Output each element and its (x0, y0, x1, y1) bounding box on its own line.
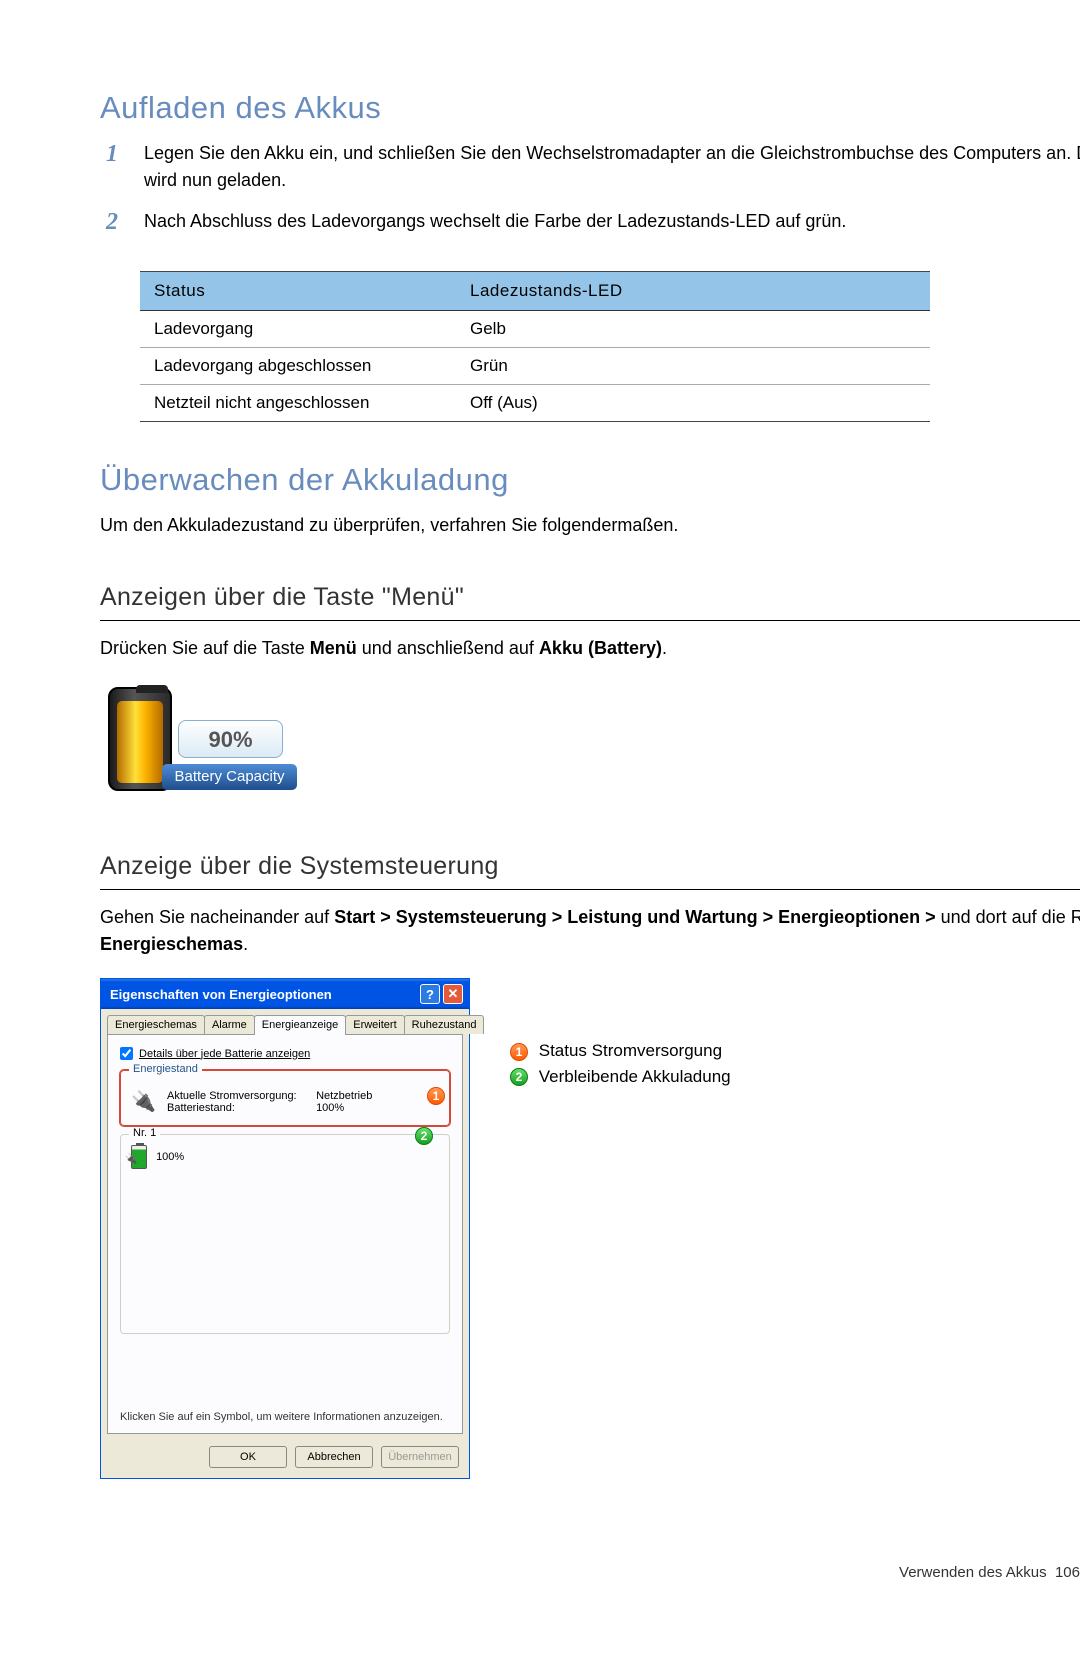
energy-options-dialog: Eigenschaften von Energieoptionen ? ✕ En… (100, 978, 470, 1479)
rule (100, 889, 1080, 890)
footer-page: 106 (1055, 1564, 1080, 1581)
tab-energieschemas[interactable]: Energieschemas (107, 1015, 205, 1034)
step-2-number: 2 (106, 204, 118, 240)
battery-tip (136, 685, 168, 693)
page-footer: Verwenden des Akkus 106 (899, 1564, 1080, 1581)
table-row: Ladevorgang abgeschlossen Grün (140, 348, 930, 385)
tab-ruhezustand[interactable]: Ruhezustand (404, 1015, 485, 1034)
cell: Ladevorgang abgeschlossen (140, 348, 456, 385)
cancel-button[interactable]: Abbrechen (295, 1446, 373, 1468)
t: und dort auf die Registerkarte (936, 907, 1080, 927)
charging-steps: 1 Legen Sie den Akku ein, und schließen … (100, 140, 1080, 249)
group-legend: Energiestand (129, 1063, 202, 1075)
dialog-panel: DDetails über jede Batterie anzeigenetai… (107, 1034, 463, 1434)
heading-systemsteuerung: Anzeige über die Systemsteuerung (100, 852, 1080, 881)
group2-legend: Nr. 1 (129, 1127, 160, 1139)
step-1-text: Legen Sie den Akku ein, und schließen Si… (144, 143, 1080, 190)
dialog-titlebar: Eigenschaften von Energieoptionen ? ✕ (101, 979, 469, 1009)
cell: Netzteil nicht angeschlossen (140, 385, 456, 422)
dialog-buttons: OK Abbrechen Übernehmen (101, 1440, 469, 1478)
kw-akku: Akku (Battery) (539, 638, 662, 658)
monitor-intro: Um den Akkuladezustand zu überprüfen, ve… (100, 512, 1080, 539)
val-current-supply: Netzbetrieb (316, 1090, 372, 1102)
step-1: 1 Legen Sie den Akku ein, und schließen … (140, 140, 1080, 208)
tab-energieanzeige[interactable]: Energieanzeige (254, 1015, 346, 1035)
t: . (243, 934, 248, 954)
ok-button[interactable]: OK (209, 1446, 287, 1468)
power-row: Aktuelle Stromversorgung: Netzbetrieb Ba… (131, 1089, 439, 1115)
annotation-badge-1: 1 (427, 1087, 445, 1105)
legend-badge-1: 1 (510, 1043, 528, 1061)
annotation-legend: 1 Status Stromversorgung 2 Verbleibende … (510, 978, 731, 1089)
nav-path: Start > Systemsteuerung > Leistung und W… (334, 907, 935, 927)
t: Gehen Sie nacheinander auf (100, 907, 334, 927)
footer-text: Verwenden des Akkus (899, 1564, 1047, 1581)
legend-text-2: Verbleibende Akkuladung (539, 1067, 731, 1086)
t: Drücken Sie auf die Taste (100, 638, 310, 658)
step-1-number: 1 (106, 136, 118, 172)
nav-tab: Energieschemas (100, 934, 243, 954)
apply-button[interactable]: Übernehmen (381, 1446, 459, 1468)
cell: Ladevorgang (140, 311, 456, 348)
heading-ueberwachen: Überwachen der Akkuladung (100, 462, 1080, 498)
t: und anschließend auf (357, 638, 539, 658)
lbl-current-supply: Aktuelle Stromversorgung: (167, 1090, 313, 1102)
th-led: Ladezustands-LED (456, 272, 930, 311)
battery-percent-bubble: 90% (178, 720, 283, 758)
plug-icon (131, 1089, 157, 1115)
tab-alarme[interactable]: Alarme (204, 1015, 255, 1034)
battery-level-icon (117, 701, 163, 783)
controlpanel-text: Gehen Sie nacheinander auf Start > Syste… (100, 904, 1080, 958)
cell: Off (Aus) (456, 385, 930, 422)
tab-erweitert[interactable]: Erweitert (345, 1015, 404, 1034)
cell: Gelb (456, 311, 930, 348)
legend-text-1: Status Stromversorgung (539, 1041, 722, 1060)
led-status-table: Status Ladezustands-LED Ladevorgang Gelb… (140, 271, 930, 422)
battery-capacity-widget: 90% Battery Capacity (100, 682, 300, 802)
group-nr1: Nr. 1 2 🔌 100% (120, 1134, 450, 1334)
cell: Grün (456, 348, 930, 385)
step-2-text: Nach Abschluss des Ladevorgangs wechselt… (144, 211, 846, 231)
table-header-row: Status Ladezustands-LED (140, 272, 930, 311)
help-button[interactable]: ? (420, 984, 440, 1004)
battery1-percent: 100% (156, 1151, 184, 1163)
rule (100, 620, 1080, 621)
battery-small-icon[interactable]: 🔌 (131, 1145, 147, 1169)
checkbox-label: DDetails über jede Batterie anzeigenetai… (139, 1048, 310, 1060)
table-row: Ladevorgang Gelb (140, 311, 930, 348)
close-button[interactable]: ✕ (443, 984, 463, 1004)
table-row: Netzteil nicht angeschlossen Off (Aus) (140, 385, 930, 422)
menu-text: Drücken Sie auf die Taste Menü und ansch… (100, 635, 1080, 662)
legend-badge-2: 2 (510, 1068, 528, 1086)
step-2: 2 Nach Abschluss des Ladevorgangs wechse… (140, 208, 1080, 249)
dialog-hint: Klicken Sie auf ein Symbol, um weitere I… (120, 1411, 450, 1423)
checkbox-row[interactable]: DDetails über jede Batterie anzeigenetai… (120, 1047, 450, 1060)
battery-banner: Battery Capacity (162, 764, 297, 790)
val-battery: 100% (316, 1102, 344, 1114)
th-status: Status (140, 272, 456, 311)
heading-aufladen: Aufladen des Akkus (100, 90, 1080, 126)
dialog-title-text: Eigenschaften von Energieoptionen (110, 987, 332, 1002)
details-checkbox[interactable] (120, 1047, 133, 1060)
dialog-tabs: Energieschemas Alarme Energieanzeige Erw… (101, 1009, 469, 1034)
annotation-badge-2: 2 (415, 1127, 433, 1145)
t: . (662, 638, 667, 658)
lbl-battery: Batteriestand: (167, 1102, 313, 1114)
group-energiestand: Energiestand 1 Aktuelle Stromversorgung:… (120, 1070, 450, 1126)
heading-menu-taste: Anzeigen über die Taste "Menü" (100, 583, 1080, 612)
kw-menu: Menü (310, 638, 357, 658)
